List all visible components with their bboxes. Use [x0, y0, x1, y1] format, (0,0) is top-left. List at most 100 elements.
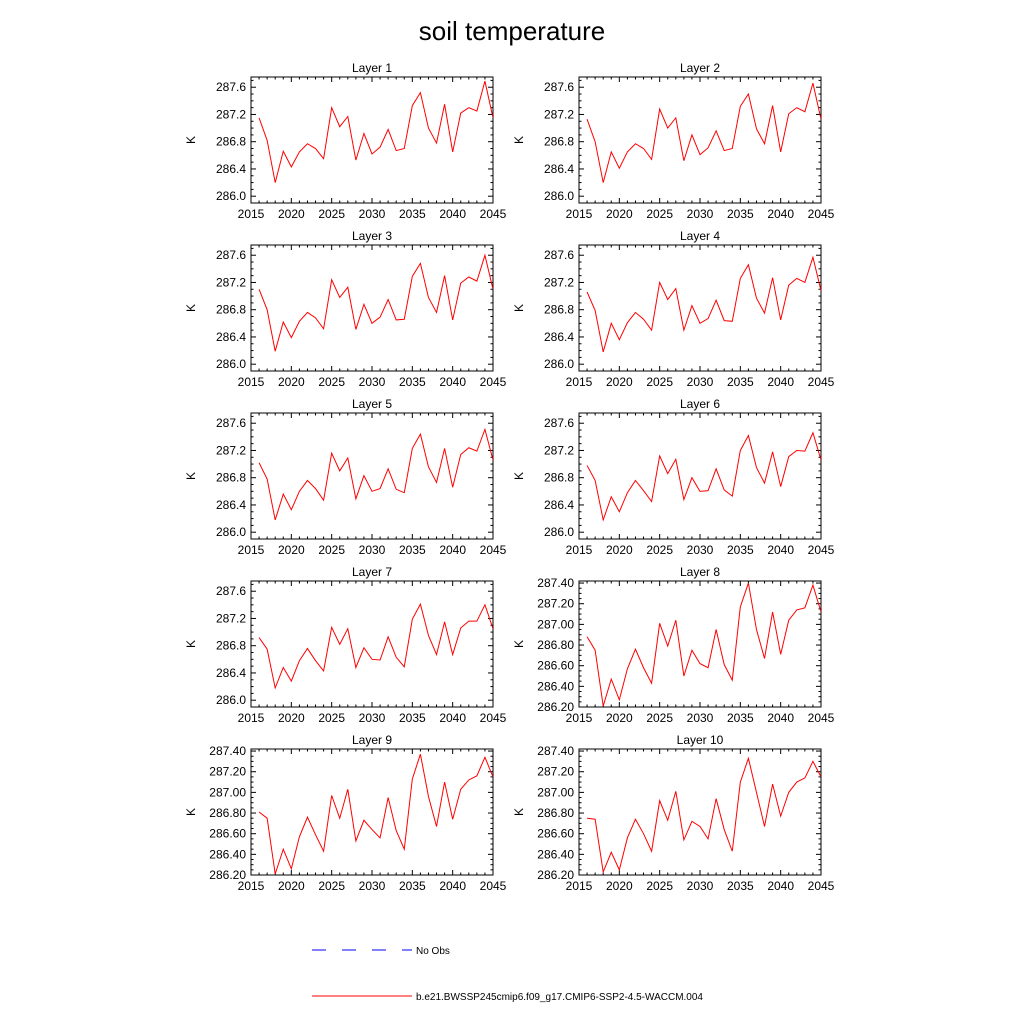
x-tick-label: 2015 [238, 711, 265, 725]
y-tick-label: 287.40 [209, 744, 246, 758]
x-tick-label: 2015 [238, 207, 265, 221]
x-tick-label: 2015 [566, 207, 593, 221]
x-tick-label: 2040 [767, 543, 794, 557]
x-tick-label: 2030 [687, 375, 714, 389]
series-line [586, 431, 821, 522]
x-tick-label: 2045 [808, 375, 835, 389]
x-tick-label: 2020 [278, 711, 305, 725]
x-tick-label: 2015 [566, 543, 593, 557]
panel-title: Layer 9 [352, 733, 392, 747]
x-tick-label: 2025 [646, 543, 673, 557]
y-axis-label: K [184, 136, 198, 144]
panel-layer-6: Layer 6 2015 2020 2025 2030 2035 2040 2045 286.0… [512, 397, 835, 557]
panel-title: Layer 5 [352, 397, 392, 411]
y-tick-label: 287.20 [537, 597, 574, 611]
y-tick-label: 286.40 [209, 847, 246, 861]
y-axis-label: K [184, 304, 198, 312]
x-tick-label: 2015 [566, 375, 593, 389]
y-tick-label: 287.40 [537, 744, 574, 758]
x-tick-label: 2030 [687, 207, 714, 221]
x-tick-label: 2020 [606, 207, 633, 221]
y-tick-label: 287.6 [216, 584, 246, 598]
y-tick-label: 287.6 [216, 416, 246, 430]
y-tick-label: 286.4 [544, 498, 574, 512]
y-tick-label: 287.40 [537, 576, 574, 590]
x-tick-label: 2025 [646, 375, 673, 389]
y-tick-label: 286.8 [216, 135, 246, 149]
legend-model-label: b.e21.BWSSP245cmip6.f09_g17.CMIP6-SSP2-4… [416, 992, 703, 1003]
panel-title: Layer 2 [680, 61, 720, 75]
x-tick-label: 2020 [278, 879, 305, 893]
y-tick-label: 286.0 [216, 525, 246, 539]
x-tick-label: 2020 [278, 375, 305, 389]
y-tick-label: 286.0 [216, 189, 246, 203]
panel-layer-5: Layer 5 2015 2020 2025 2030 2035 2040 2045 286.0… [184, 397, 507, 557]
series-line [586, 255, 821, 353]
x-tick-label: 2015 [566, 879, 593, 893]
x-tick-label: 2025 [318, 711, 345, 725]
y-tick-label: 286.20 [209, 868, 246, 882]
y-tick-label: 286.20 [537, 700, 574, 714]
panel-layer-8: Layer 8 2015 2020 2025 2030 2035 2040 2045 286.2… [512, 565, 835, 725]
x-tick-label: 2025 [318, 207, 345, 221]
x-tick-label: 2030 [359, 375, 386, 389]
panel-layer-1: Layer 1 2015 2020 2025 2030 2035 2040 2045 286.0… [184, 61, 507, 221]
x-tick-label: 2035 [727, 879, 754, 893]
x-tick-label: 2035 [399, 207, 426, 221]
x-tick-label: 2020 [278, 543, 305, 557]
x-tick-label: 2035 [399, 879, 426, 893]
x-tick-label: 2020 [606, 879, 633, 893]
y-tick-label: 287.6 [216, 248, 246, 262]
y-tick-label: 287.2 [544, 443, 574, 457]
figure-title: soil temperature [419, 16, 605, 46]
x-tick-label: 2030 [687, 711, 714, 725]
x-tick-label: 2035 [399, 711, 426, 725]
panels: Layer 1 2015 2020 2025 2030 2035 2040 2045 286.0… [184, 61, 835, 893]
plot-frame [250, 412, 494, 540]
panel-layer-7: Layer 7 2015 2020 2025 2030 2035 2040 2045 286.0… [184, 565, 507, 725]
x-tick-label: 2040 [439, 543, 466, 557]
x-tick-label: 2020 [606, 543, 633, 557]
y-axis-label: K [512, 136, 526, 144]
series-line [258, 602, 493, 690]
x-tick-label: 2045 [480, 543, 507, 557]
x-tick-label: 2035 [399, 375, 426, 389]
x-tick-label: 2015 [238, 375, 265, 389]
y-tick-label: 286.60 [537, 659, 574, 673]
x-tick-label: 2030 [359, 543, 386, 557]
plot-frame [578, 748, 822, 876]
x-tick-label: 2025 [318, 543, 345, 557]
x-tick-label: 2020 [606, 711, 633, 725]
series-line [586, 82, 821, 183]
y-tick-label: 287.2 [216, 611, 246, 625]
plot-frame [578, 412, 822, 540]
y-tick-label: 287.2 [544, 275, 574, 289]
y-tick-label: 286.40 [537, 679, 574, 693]
y-tick-label: 287.2 [216, 107, 246, 121]
x-tick-label: 2045 [808, 711, 835, 725]
x-tick-label: 2045 [480, 711, 507, 725]
x-tick-label: 2025 [646, 879, 673, 893]
x-tick-label: 2040 [767, 711, 794, 725]
panel-title: Layer 10 [677, 733, 724, 747]
panel-layer-2: Layer 2 2015 2020 2025 2030 2035 2040 2045 286.0… [512, 61, 835, 221]
y-axis-label: K [184, 640, 198, 648]
y-tick-label: 287.00 [209, 785, 246, 799]
y-tick-label: 287.6 [544, 248, 574, 262]
x-tick-label: 2030 [359, 711, 386, 725]
x-tick-label: 2030 [687, 543, 714, 557]
y-tick-label: 286.0 [216, 693, 246, 707]
y-tick-label: 287.6 [544, 416, 574, 430]
panel-layer-9: Layer 9 2015 2020 2025 2030 2035 2040 2045 286.2… [184, 733, 507, 893]
y-tick-label: 287.2 [216, 443, 246, 457]
y-tick-label: 287.00 [537, 617, 574, 631]
legend: No Obs b.e21.BWSSP245cmip6.f09_g17.CMIP6… [312, 946, 703, 1003]
x-tick-label: 2030 [359, 207, 386, 221]
y-tick-label: 286.80 [537, 638, 574, 652]
y-tick-label: 286.8 [216, 639, 246, 653]
series-line [258, 754, 493, 875]
x-tick-label: 2035 [399, 543, 426, 557]
panel-layer-4: Layer 4 2015 2020 2025 2030 2035 2040 2045 286.0… [512, 229, 835, 389]
y-tick-label: 287.2 [544, 107, 574, 121]
